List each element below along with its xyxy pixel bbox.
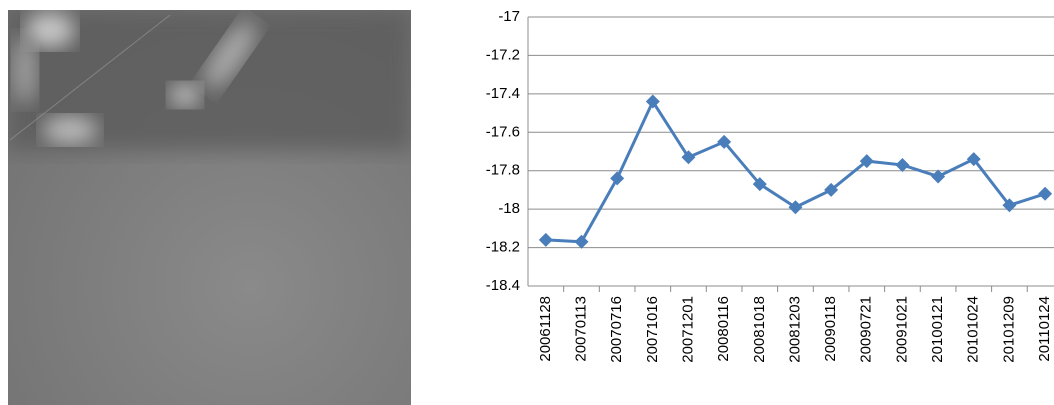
marker <box>931 169 945 183</box>
x-tick-label: 20071016 <box>644 296 661 363</box>
x-tick-label: 20061128 <box>537 296 554 362</box>
x-tick-label: 20110124 <box>1036 296 1053 362</box>
y-tick-label: -18.2 <box>486 239 520 256</box>
x-tick-label: 20100121 <box>929 296 946 363</box>
y-tick-label: -17.8 <box>486 162 520 179</box>
y-tick-label: -17.2 <box>486 46 520 63</box>
x-tick-label: 20070113 <box>572 296 589 362</box>
x-tick-label: 20090721 <box>858 296 875 363</box>
x-tick-label: 20080116 <box>715 296 732 362</box>
x-tick-label: 20081203 <box>786 296 803 363</box>
figure: -17 -17.2 -17.4 -17.6 -17.8 -18 -18.2 -18.4 2006… <box>0 0 1054 405</box>
series-line <box>546 102 1045 242</box>
marker <box>574 235 588 249</box>
marker <box>610 171 624 185</box>
marker <box>1038 187 1052 201</box>
y-tick-label: -17.4 <box>486 85 520 102</box>
y-tick-label: -17 <box>498 8 520 25</box>
y-tick-label: -18.4 <box>486 277 520 294</box>
marker <box>539 233 553 247</box>
marker <box>895 158 909 172</box>
x-tick-label: 20091021 <box>893 296 910 363</box>
x-tick-label: 20101209 <box>1000 296 1017 363</box>
y-tick-label: -17.6 <box>486 123 520 140</box>
x-tick-label: 20071201 <box>679 296 696 363</box>
photo <box>8 10 411 405</box>
y-tick-label: -18 <box>498 200 520 217</box>
x-tick-label: 20090118 <box>822 296 839 362</box>
x-tick-label: 20070716 <box>608 296 625 363</box>
x-tick-label: 20101024 <box>965 296 982 363</box>
page: -17 -17.2 -17.4 -17.6 -17.8 -18 -18.2 -18.4 2006… <box>0 0 1054 405</box>
x-tick-label: 20081018 <box>751 296 768 363</box>
